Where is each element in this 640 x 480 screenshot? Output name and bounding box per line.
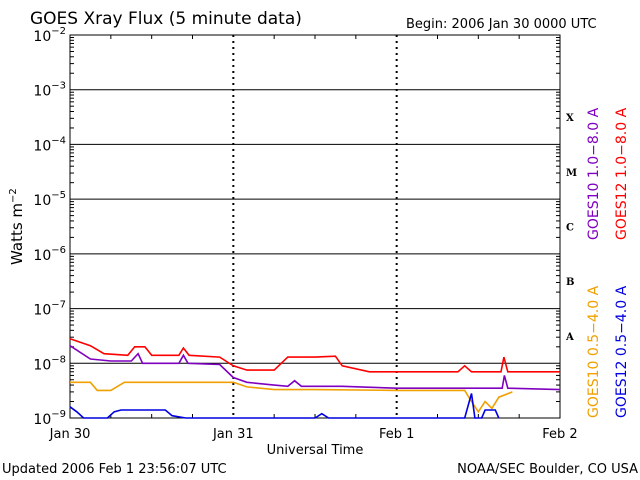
- updated-timestamp: Updated 2006 Feb 1 23:56:07 UTC: [2, 462, 227, 477]
- x-tick-label: Feb 1: [379, 427, 414, 442]
- series-line: [70, 381, 513, 414]
- y-tick-label: 10−4: [33, 135, 66, 154]
- begin-label: Begin: 2006 Jan 30 0000 UTC: [406, 17, 597, 32]
- y-tick-label: 10−2: [33, 26, 66, 45]
- legend-entry: GOES12 0.5−4.0 A: [614, 285, 630, 418]
- y-tick-label: 10−7: [33, 300, 66, 319]
- chart-title: GOES Xray Flux (5 minute data): [30, 9, 302, 29]
- x-tick-label: Feb 2: [542, 427, 577, 442]
- flare-class-label: C: [566, 223, 574, 234]
- series-line: [69, 345, 561, 391]
- y-tick-label: 10−6: [33, 245, 66, 264]
- series-line: [69, 338, 560, 373]
- flare-class-label: M: [566, 168, 577, 179]
- legend-entry: GOES12 1.0−8.0 A: [614, 107, 630, 240]
- source-credit: NOAA/SEC Boulder, CO USA: [457, 462, 638, 477]
- y-tick-label: 10−5: [33, 190, 66, 209]
- x-tick-label: Jan 30: [49, 427, 91, 442]
- legend-entry: GOES10 1.0−8.0 A: [586, 107, 602, 240]
- y-tick-label: 10−8: [33, 354, 66, 373]
- series-line: [69, 393, 500, 419]
- y-tick-label: 10−9: [33, 409, 66, 428]
- flare-class-label: X: [566, 113, 574, 124]
- y-tick-label: 10−3: [33, 81, 66, 100]
- flare-class-label: A: [565, 332, 574, 343]
- plot-frame: [69, 34, 561, 419]
- legend-entry: GOES10 0.5−4.0 A: [586, 285, 602, 418]
- x-axis-label: Universal Time: [267, 443, 364, 458]
- flare-class-label: B: [566, 277, 574, 288]
- y-axis-label: Watts m−2: [8, 188, 26, 265]
- x-tick-label: Jan 31: [212, 427, 254, 442]
